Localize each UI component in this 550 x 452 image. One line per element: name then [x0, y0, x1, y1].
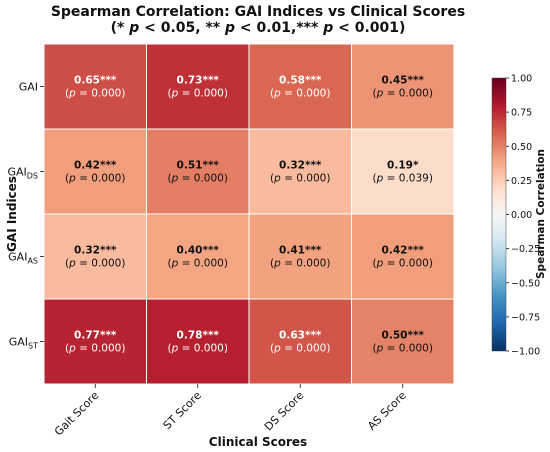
colorbar: 1.00 0.75 0.50 0.25 0.00 −0.25 −0.50 −0.75 −1.00… [491, 74, 547, 358]
heatmap-cell [43, 128, 147, 215]
x-tick-label: ST Score [161, 389, 204, 432]
x-tick-labels: Gait Score ST Score DS Score AS Score [52, 384, 409, 438]
cell-p-label: (p = 0.000) [168, 343, 228, 355]
y-axis-title: GAI Indices [5, 176, 19, 252]
heatmap-cell [146, 128, 250, 215]
cell-value-label: 0.32*** [74, 245, 117, 257]
cell-value-label: 0.42*** [382, 245, 425, 257]
colorbar-tick-label: 0.00 [511, 210, 532, 221]
cell-value-label: 0.63*** [279, 330, 322, 342]
cell-value-label: 0.42*** [74, 160, 117, 172]
heatmap-cell [146, 43, 250, 130]
cell-p-label: (p = 0.000) [65, 258, 125, 270]
cell-value-label: 0.65*** [74, 75, 117, 87]
heatmap-cell [351, 298, 455, 385]
heatmap-cells: 0.65***(p = 0.000)0.73***(p = 0.000)0.58… [43, 43, 455, 385]
colorbar-gradient [491, 77, 507, 352]
heatmap-cell [43, 298, 147, 385]
colorbar-tick-label: 0.75 [511, 108, 532, 119]
heatmap-cell [248, 43, 352, 130]
colorbar-tick-label: −0.75 [511, 312, 540, 323]
cell-p-label: (p = 0.000) [65, 173, 125, 185]
cell-value-label: 0.32*** [279, 160, 322, 172]
cell-value-label: 0.40*** [177, 245, 220, 257]
heatmap-cell [248, 298, 352, 385]
y-tick-label: GAI [19, 81, 38, 94]
heatmap-cell [146, 213, 250, 300]
cell-p-label: (p = 0.000) [65, 343, 125, 355]
colorbar-label: Spearman Correlation [535, 149, 547, 279]
x-axis-title: Clinical Scores [209, 435, 307, 449]
x-tick-label: DS Score [262, 389, 307, 434]
cell-p-label: (p = 0.039) [373, 173, 433, 185]
cell-p-label: (p = 0.000) [65, 88, 125, 100]
colorbar-tick-label: −1.00 [511, 347, 540, 358]
x-tick-label: Gait Score [52, 389, 102, 439]
heatmap-cell [351, 213, 455, 300]
colorbar-ticks: 1.00 0.75 0.50 0.25 0.00 −0.25 −0.50 −0.75 −1.00 [506, 74, 540, 358]
x-tick-label: AS Score [365, 389, 409, 433]
heatmap-cell [43, 213, 147, 300]
cell-value-label: 0.50*** [382, 330, 425, 342]
cell-p-label: (p = 0.000) [168, 173, 228, 185]
heatmap-cell [43, 43, 147, 130]
cell-value-label: 0.73*** [177, 75, 220, 87]
heatmap-cell [351, 43, 455, 130]
colorbar-tick-label: 1.00 [511, 74, 532, 85]
cell-value-label: 0.41*** [279, 245, 322, 257]
colorbar-tick-label: −0.25 [511, 244, 540, 255]
chart-title-line2: (* p < 0.05, ** p < 0.01,*** p < 0.001) [111, 20, 406, 36]
y-tick-label: GAIDS [7, 166, 38, 181]
cell-value-label: 0.58*** [279, 75, 322, 87]
cell-p-label: (p = 0.000) [168, 88, 228, 100]
cell-p-label: (p = 0.000) [373, 258, 433, 270]
colorbar-tick-label: −0.50 [511, 278, 540, 289]
cell-value-label: 0.78*** [177, 330, 220, 342]
heatmap-cell [146, 298, 250, 385]
cell-value-label: 0.51*** [177, 160, 220, 172]
colorbar-tick-label: 0.50 [511, 142, 532, 153]
y-tick-label: GAIAS [8, 251, 38, 266]
heatmap-cell [248, 213, 352, 300]
heatmap-cell [351, 128, 455, 215]
cell-p-label: (p = 0.000) [270, 173, 330, 185]
colorbar-tick-label: 0.25 [511, 176, 532, 187]
y-tick-labels: GAI GAIDS GAIAS GAIST [7, 81, 44, 351]
cell-value-label: 0.45*** [382, 75, 425, 87]
heatmap-cell [248, 128, 352, 215]
cell-p-label: (p = 0.000) [270, 88, 330, 100]
chart-title-line1: Spearman Correlation: GAI Indices vs Cli… [51, 4, 465, 20]
y-tick-label: GAIST [9, 336, 38, 351]
cell-p-label: (p = 0.000) [270, 343, 330, 355]
cell-p-label: (p = 0.000) [373, 88, 433, 100]
cell-p-label: (p = 0.000) [270, 258, 330, 270]
cell-p-label: (p = 0.000) [168, 258, 228, 270]
cell-value-label: 0.77*** [74, 330, 117, 342]
cell-value-label: 0.19* [387, 160, 419, 172]
cell-p-label: (p = 0.000) [373, 343, 433, 355]
